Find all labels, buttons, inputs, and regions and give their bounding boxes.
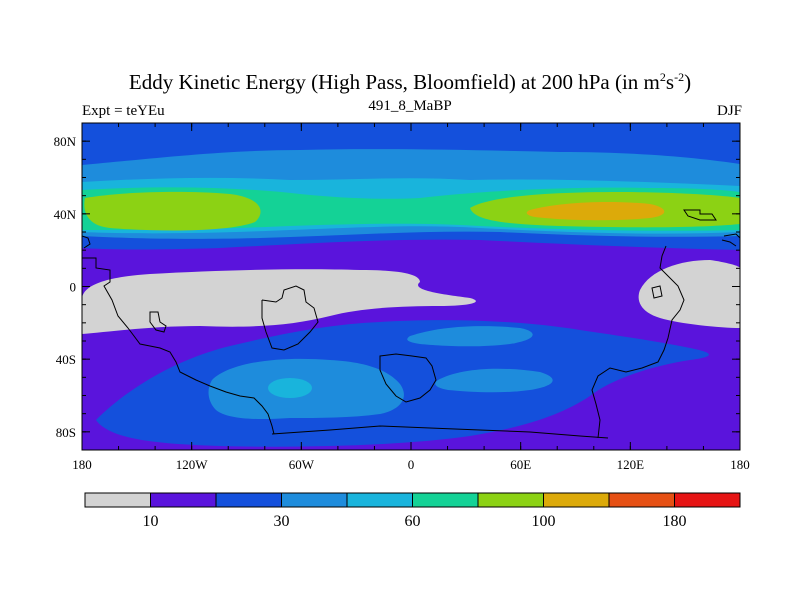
experiment-label: Expt = teYEu (82, 103, 165, 119)
coastline-island-3 (149, 311, 167, 333)
coastline-asia-pacific (591, 245, 685, 439)
x-tick-label: 60W (289, 457, 315, 472)
y-tick-label: 0 (70, 280, 77, 295)
colorbar-swatch (543, 492, 610, 508)
contour-north-yellowgreen-west (84, 191, 261, 231)
colorbar-swatch (477, 492, 544, 508)
colorbar-swatch (281, 492, 348, 508)
colorbar-swatch (674, 492, 741, 508)
x-tick-label: 180 (730, 457, 750, 472)
contour-field (82, 123, 740, 450)
colorbar-label: 10 (143, 513, 159, 530)
y-tick-label: 80N (54, 134, 77, 149)
season-label: DJF (716, 103, 742, 119)
x-tick-label: 60E (510, 457, 531, 472)
x-tick-label: 120E (617, 457, 645, 472)
coastline-americas (82, 257, 275, 435)
experiment-subtitle: 491_8_MaBP (368, 98, 452, 114)
coastline-island-2 (651, 285, 663, 299)
colorbar-swatch (608, 492, 675, 508)
coastline-africa (379, 353, 437, 403)
x-tick-label: 0 (408, 457, 415, 472)
contour-tropics-gray-west (82, 269, 476, 334)
contour-south-lightblue-2 (435, 368, 553, 393)
contour-south-lightblue-3 (407, 326, 533, 347)
colorbar-label: 100 (532, 513, 556, 530)
colorbar-swatch (84, 492, 151, 508)
colorbar-swatch (150, 492, 217, 508)
contour-tropics-gray-east (638, 260, 740, 328)
coastline-antarctica (271, 425, 609, 439)
coastline-south-america (261, 285, 319, 351)
colorbar-label: 180 (663, 513, 687, 530)
colorbar-label: 30 (274, 513, 290, 530)
contour-south-cyan (268, 378, 312, 398)
coastline-island-1 (683, 209, 717, 221)
colorbar-swatch (346, 492, 413, 508)
coastline-north-3 (721, 239, 737, 247)
coastline-north-2 (723, 233, 740, 239)
colorbar-swatch (412, 492, 479, 508)
map-title: Eddy Kinetic Energy (High Pass, Bloomfie… (128, 70, 692, 94)
contour-north-orange (526, 202, 665, 221)
x-tick-label: 120W (176, 457, 209, 472)
x-tick-label: 180 (72, 457, 92, 472)
colorbar-swatch (215, 492, 282, 508)
y-tick-label: 40S (56, 352, 76, 367)
coastlines (82, 209, 740, 439)
y-tick-label: 40N (54, 207, 77, 222)
coastline-north-1 (82, 235, 91, 249)
colorbar: 10 30 60 100 180 (84, 492, 741, 530)
axis-ticks: 180 120W 60W 0 60E 120E 180 80N 40N 0 40S 80S (54, 122, 750, 472)
y-tick-label: 80S (56, 425, 76, 440)
colorbar-label: 60 (405, 513, 421, 530)
